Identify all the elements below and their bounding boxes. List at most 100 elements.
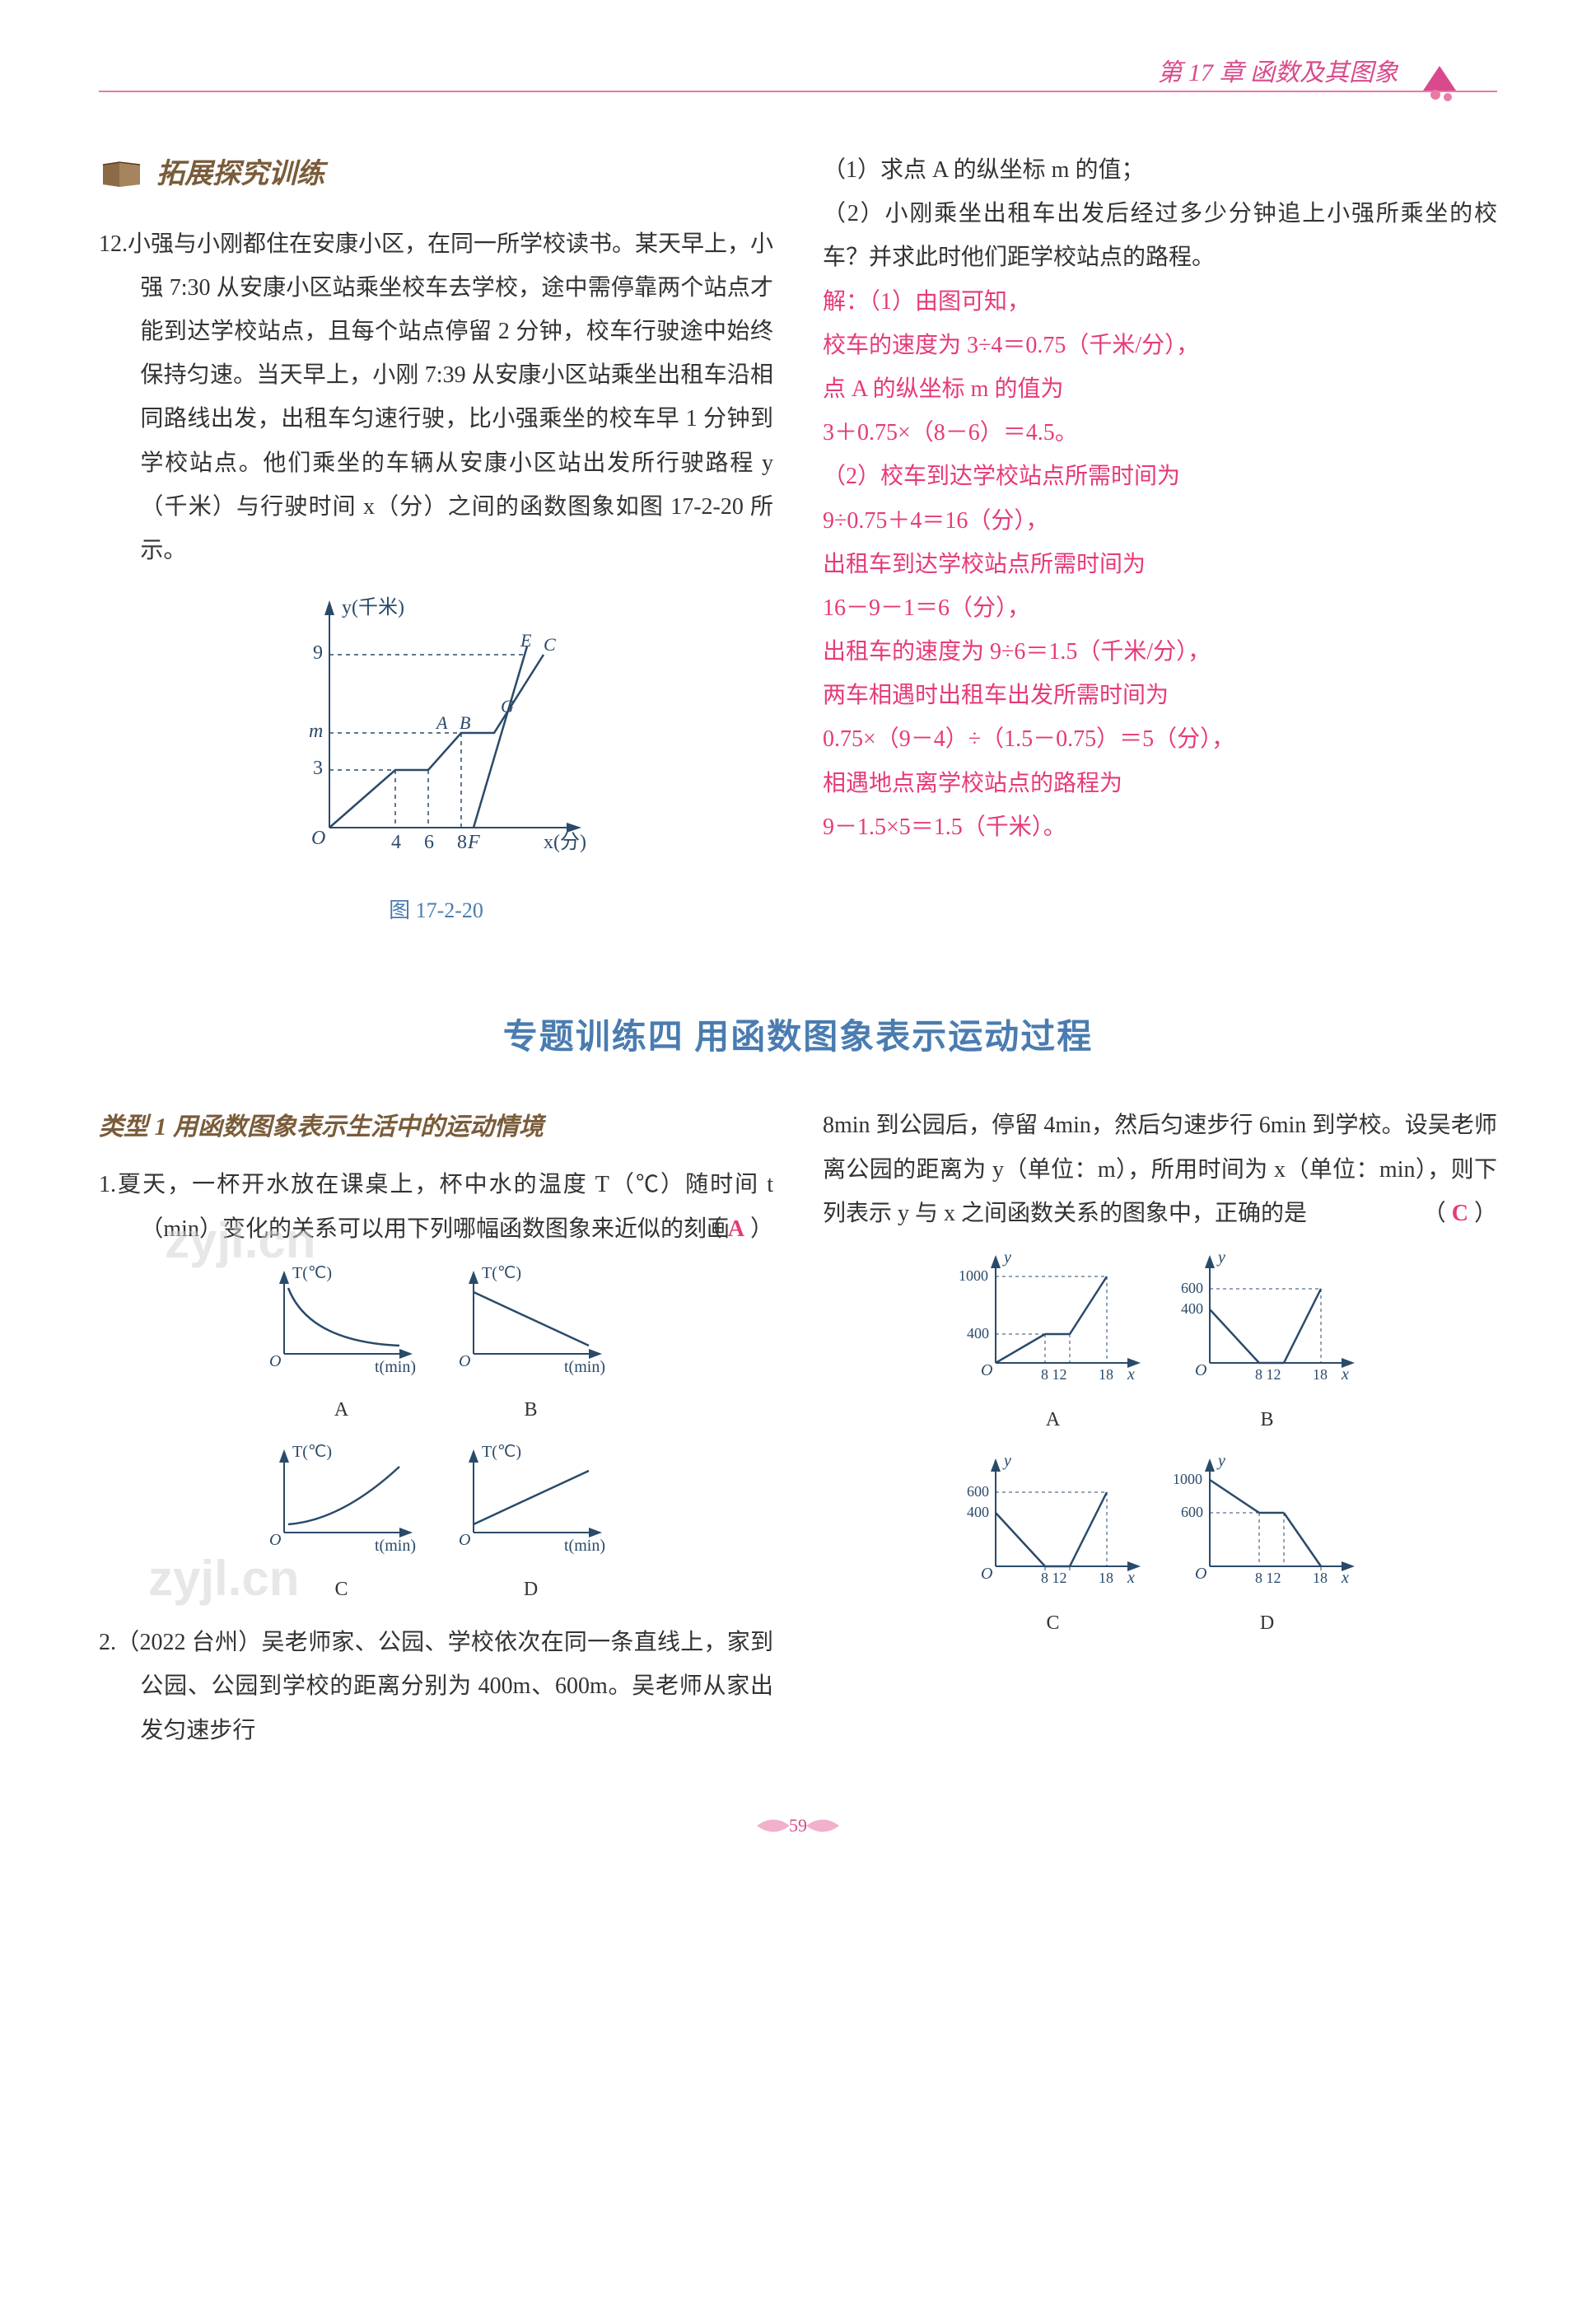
svg-text:8 12: 8 12 <box>1255 1570 1281 1586</box>
svg-text:y(千米): y(千米) <box>342 596 404 618</box>
svg-text:8 12: 8 12 <box>1255 1366 1281 1383</box>
q1-charts-row2: T(℃) O t(min) C T(℃) O t(min) D <box>99 1442 773 1608</box>
sol-l7: 16－9－1＝6（分）， <box>823 586 1497 630</box>
svg-text:O: O <box>1195 1361 1206 1379</box>
q2-opt-b: y 600 400 O 8 12 18 x B <box>1173 1248 1362 1439</box>
svg-text:x(分): x(分) <box>544 831 586 853</box>
svg-text:B: B <box>460 712 470 733</box>
svg-text:y: y <box>1216 1248 1225 1267</box>
svg-text:18: 18 <box>1313 1570 1328 1586</box>
svg-text:8 12: 8 12 <box>1041 1570 1067 1586</box>
lower-content: zyjl.cn zyjl.cn 类型 1 用函数图象表示生活中的运动情境 1.夏… <box>99 1104 1497 1760</box>
sol-l5: 9÷0.75＋4＝16（分）， <box>823 499 1497 543</box>
sol-l8: 出租车的速度为 9÷6＝1.5（千米/分）， <box>823 630 1497 674</box>
p12-body: 小强与小刚都住在安康小区，在同一所学校读书。某天早上，小强 7:30 从安康小区… <box>128 231 773 563</box>
expand-title-text: 拓展探究训练 <box>156 148 324 202</box>
svg-text:4: 4 <box>391 832 401 853</box>
left-column: 拓展探究训练 12.小强与小刚都住在安康小区，在同一所学校读书。某天早上，小强 … <box>99 148 773 956</box>
q2-text2: 8min 到公园后，停留 4min，然后匀速步行 6min 到学校。设吴老师离公… <box>823 1104 1497 1235</box>
svg-text:O: O <box>981 1361 992 1379</box>
q2-answer: C <box>1452 1201 1468 1226</box>
sol-l3: 3＋0.75×（8－6）＝4.5。 <box>823 411 1497 455</box>
svg-text:1000: 1000 <box>1173 1471 1202 1487</box>
main-content: 拓展探究训练 12.小强与小刚都住在安康小区，在同一所学校读书。某天早上，小强 … <box>99 148 1497 956</box>
svg-text:m: m <box>309 721 323 742</box>
chart-caption: 图 17-2-20 <box>99 890 773 931</box>
q2-opt-d: y 1000 600 O 8 12 18 x D <box>1173 1451 1362 1642</box>
sol-l6: 出租车到达学校站点所需时间为 <box>823 543 1497 586</box>
svg-text:y: y <box>1002 1452 1011 1470</box>
svg-text:1000: 1000 <box>959 1267 988 1284</box>
svg-text:t(min): t(min) <box>375 1537 416 1555</box>
svg-text:O: O <box>459 1352 470 1370</box>
chart-svg: 3 m 9 4 6 8 F O <box>264 589 609 869</box>
book-icon <box>99 158 144 191</box>
opt-c-label: C <box>259 1571 424 1609</box>
svg-text:t(min): t(min) <box>564 1358 605 1376</box>
p12-q2: （2）小刚乘坐出租车出发后经过多少分钟追上小强所乘坐的校车？并求此时他们距学校站… <box>823 192 1497 279</box>
svg-text:F: F <box>467 832 480 853</box>
q2-opt-a: y 1000 400 O 8 12 18 x A <box>959 1248 1148 1439</box>
expand-section-title: 拓展探究训练 <box>99 148 773 202</box>
q2-text: 2.（2022 台州）吴老师家、公园、学校依次在同一条直线上，家到公园、公园到学… <box>99 1621 773 1752</box>
lower-left: 类型 1 用函数图象表示生活中的运动情境 1.夏天，一杯开水放在课桌上，杯中水的… <box>99 1104 773 1760</box>
lower-right: 8min 到公园后，停留 4min，然后匀速步行 6min 到学校。设吴老师离公… <box>823 1104 1497 1760</box>
svg-text:T(℃): T(℃) <box>482 1443 521 1461</box>
svg-text:x: x <box>1127 1365 1135 1383</box>
q2-answer-paren: （ C ） <box>1423 1192 1497 1235</box>
q2-opt-c: y 600 400 O 8 12 18 x C <box>959 1451 1148 1642</box>
right-column: （1）求点 A 的纵坐标 m 的值； （2）小刚乘坐出租车出发后经过多少分钟追上… <box>823 148 1497 956</box>
q1-opt-a: T(℃) O t(min) A <box>259 1263 424 1430</box>
q1-opt-d: T(℃) O t(min) D <box>449 1442 614 1608</box>
opt-a-label: A <box>259 1392 424 1430</box>
opt-b-label: B <box>449 1392 614 1430</box>
svg-text:O: O <box>981 1565 992 1583</box>
svg-text:x: x <box>1341 1569 1349 1587</box>
svg-text:400: 400 <box>967 1325 989 1341</box>
svg-text:x: x <box>1127 1569 1135 1587</box>
svg-text:G: G <box>501 696 514 716</box>
q1-answer-paren: （ A ） <box>740 1207 773 1251</box>
type1-title: 类型 1 用函数图象表示生活中的运动情境 <box>99 1104 773 1150</box>
svg-text:T(℃): T(℃) <box>482 1264 521 1282</box>
sol-header: 解：（1）由图可知， <box>823 280 1497 324</box>
svg-text:3: 3 <box>313 758 323 779</box>
svg-text:8 12: 8 12 <box>1041 1366 1067 1383</box>
chart-17-2-20: 3 m 9 4 6 8 F O <box>99 589 773 931</box>
page-num-text: 59 <box>789 1815 807 1836</box>
q2-opt-d-label: D <box>1173 1605 1362 1643</box>
svg-text:400: 400 <box>967 1504 989 1520</box>
q1-text: 1.夏天，一杯开水放在课桌上，杯中水的温度 T（℃）随时间 t（min）变化的关… <box>99 1163 773 1250</box>
sol-l2: 点 A 的纵坐标 m 的值为 <box>823 367 1497 411</box>
q2-body2: 8min 到公园后，停留 4min，然后匀速步行 6min 到学校。设吴老师离公… <box>823 1113 1497 1225</box>
svg-text:6: 6 <box>424 832 434 853</box>
svg-text:18: 18 <box>1313 1366 1328 1383</box>
q2-opt-a-label: A <box>959 1402 1148 1439</box>
svg-text:600: 600 <box>1181 1280 1203 1296</box>
sol-l4: （2）校车到达学校站点所需时间为 <box>823 455 1497 498</box>
q2-opt-c-label: C <box>959 1605 1148 1643</box>
opt-d-label: D <box>449 1571 614 1609</box>
svg-text:600: 600 <box>967 1483 989 1500</box>
sol-l9: 两车相遇时出租车出发所需时间为 <box>823 674 1497 717</box>
svg-text:9: 9 <box>313 642 323 664</box>
q2-opt-b-label: B <box>1173 1402 1362 1439</box>
q1-answer: A <box>728 1216 744 1242</box>
svg-text:O: O <box>311 828 325 849</box>
svg-text:400: 400 <box>1181 1300 1203 1317</box>
q1-opt-b: T(℃) O t(min) B <box>449 1263 614 1430</box>
svg-text:O: O <box>269 1352 281 1370</box>
svg-text:y: y <box>1002 1248 1011 1267</box>
svg-text:600: 600 <box>1181 1504 1203 1520</box>
svg-text:A: A <box>435 712 448 733</box>
q1-opt-c: T(℃) O t(min) C <box>259 1442 424 1608</box>
svg-text:O: O <box>459 1531 470 1549</box>
svg-text:T(℃): T(℃) <box>292 1443 332 1461</box>
topic4-title: 专题训练四 用函数图象表示运动过程 <box>99 1006 1497 1071</box>
p12-text: 12.小强与小刚都住在安康小区，在同一所学校读书。某天早上，小强 7:30 从安… <box>99 222 773 573</box>
page-header: 第 17 章 函数及其图象 <box>99 49 1497 115</box>
svg-text:t(min): t(min) <box>564 1537 605 1555</box>
page-number: 59 <box>724 1803 872 1844</box>
q2-charts-row1: y 1000 400 O 8 12 18 x A <box>823 1248 1497 1439</box>
sol-l10: 0.75×（9－4）÷（1.5－0.75）＝5（分）， <box>823 717 1497 761</box>
